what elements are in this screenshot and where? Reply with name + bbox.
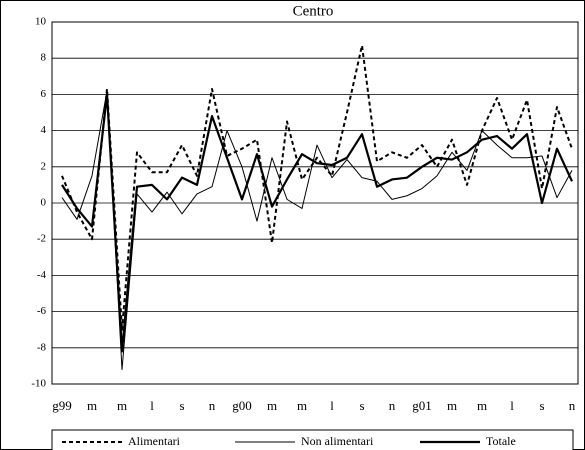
chart-title: Centro xyxy=(293,3,334,19)
legend-box xyxy=(51,429,574,450)
x-tick-label: m xyxy=(297,398,307,413)
x-tick-label: n xyxy=(389,398,396,413)
x-tick-label: n xyxy=(209,398,216,413)
x-tick-label: g01 xyxy=(412,398,432,413)
y-tick-label: -4 xyxy=(37,269,47,281)
x-tick-label: n xyxy=(569,398,576,413)
y-tick-label: -8 xyxy=(37,341,47,353)
y-tick-label: 8 xyxy=(41,52,47,64)
legend-label: Totale xyxy=(486,434,516,448)
x-tick-label: l xyxy=(510,398,514,413)
x-tick-label: l xyxy=(330,398,334,413)
x-tick-label: m xyxy=(447,398,457,413)
series-line xyxy=(61,90,573,371)
legend-label: Non alimentari xyxy=(301,434,374,448)
x-tick-label: s xyxy=(539,398,544,413)
x-tick-label: s xyxy=(179,398,184,413)
series-line xyxy=(61,93,573,353)
x-tick-label: m xyxy=(87,398,97,413)
y-tick-label: -10 xyxy=(31,378,46,390)
y-tick-label: -6 xyxy=(37,305,47,317)
x-tick-label: g00 xyxy=(232,398,252,413)
series-line xyxy=(61,44,573,331)
y-tick-label: 4 xyxy=(41,124,47,136)
x-tick-label: m xyxy=(477,398,487,413)
y-tick-label: 2 xyxy=(41,160,47,172)
x-tick-label: m xyxy=(267,398,277,413)
x-tick-label: l xyxy=(150,398,154,413)
y-tick-label: -2 xyxy=(37,233,46,245)
legend-label: Alimentari xyxy=(128,434,181,448)
x-tick-label: m xyxy=(117,398,127,413)
y-tick-label: 10 xyxy=(35,16,47,28)
x-tick-label: g99 xyxy=(52,398,72,413)
y-tick-label: 0 xyxy=(41,197,47,209)
y-tick-label: 6 xyxy=(41,88,47,100)
x-tick-label: s xyxy=(359,398,364,413)
